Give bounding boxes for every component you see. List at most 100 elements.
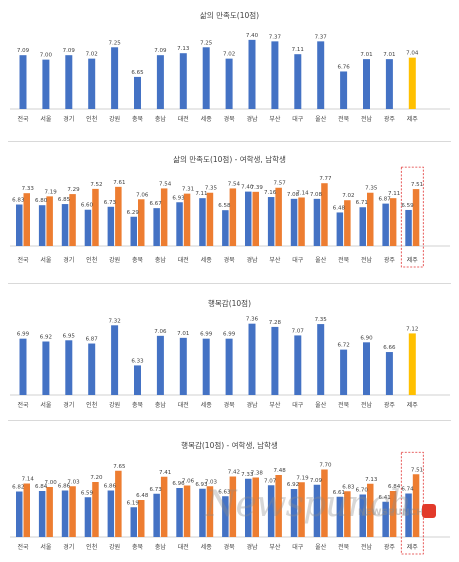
data-label: 7.09 [63,48,76,54]
data-label-female: 6.59 [401,203,414,209]
category-label: 인천 [86,115,97,123]
bar-female [199,198,206,246]
bar-male [183,485,191,537]
bar [340,71,348,109]
data-label: 7.25 [108,40,121,46]
category-label: 경남 [246,115,258,123]
data-label: 7.37 [269,34,282,40]
section-divider [8,283,451,284]
category-label: 서울 [40,256,52,264]
data-label-female: 6.63 [218,489,231,495]
data-label-female: 6.93 [172,195,185,201]
data-label-male: 7.31 [182,187,194,193]
data-label-male: 7.14 [22,477,35,483]
data-label-male: 7.03 [67,479,80,485]
category-label: 경북 [224,116,236,123]
bar-male [321,469,328,537]
category-label: 충남 [155,115,167,123]
bar-female [313,198,321,246]
data-label-male: 7.51 [411,467,423,473]
bar-male [23,193,30,246]
data-label-female: 6.74 [401,487,414,493]
data-label-female: 7.11 [195,191,207,197]
newspunch-watermark: Newspunch [205,484,412,525]
category-label: 전남 [361,115,373,123]
bar-male [160,476,168,537]
category-label: 제주 [407,256,419,264]
bar [88,58,96,109]
bar-female [16,491,23,537]
bar-female [38,205,46,246]
bar [65,55,73,109]
data-label-female: 6.48 [333,205,346,211]
data-label-male: 7.61 [113,180,125,186]
bar-male [229,188,237,246]
bar-female [176,202,183,246]
data-label-female: 6.84 [35,484,48,490]
data-label: 7.11 [292,47,304,53]
chart-title: 행복감(10점) [208,298,251,308]
data-label: 6.76 [337,64,350,70]
data-label: 7.00 [40,53,53,59]
category-label: 전북 [338,115,350,123]
category-label: 울산 [315,401,327,409]
chart-title: 행복감(10점) - 여학생, 남학생 [181,440,278,450]
bar-female [130,507,137,537]
bar [408,57,416,109]
data-label-female: 6.70 [356,488,369,494]
data-label: 7.01 [360,52,372,58]
bar-male [412,189,420,246]
bar-male [252,191,259,246]
bar-male [69,194,76,246]
bar-female [38,491,46,537]
category-label: 대전 [178,256,189,264]
bar [317,324,325,395]
data-label-male: 7.38 [251,471,264,477]
data-label: 7.28 [269,320,282,326]
data-label: 7.01 [177,331,189,337]
bar [363,59,370,109]
category-label: 서울 [40,543,52,551]
category-label: 전북 [338,256,350,264]
data-label-male: 7.19 [296,475,309,481]
data-label-male: 7.03 [205,479,218,485]
category-label: 제주 [407,401,419,409]
data-label-male: 6.83 [342,484,355,490]
bar-female [222,210,229,246]
data-label-female: 7.33 [241,472,254,478]
category-label: 세종 [201,256,213,264]
bar [294,54,302,109]
data-label-female: 7.16 [264,190,277,196]
data-label: 6.99 [200,332,213,338]
category-label: 부산 [269,543,281,551]
data-label: 7.25 [200,40,213,46]
bar [134,76,141,109]
data-label-male: 7.65 [113,464,126,470]
data-label: 6.66 [383,345,396,351]
data-label-male: 7.13 [365,477,378,483]
data-label-male: 7.35 [205,186,218,192]
data-label-male: 7.70 [319,463,332,469]
data-label: 6.99 [17,332,30,338]
bar-female [359,207,366,246]
category-label: 서울 [40,401,52,409]
data-label-male: 7.06 [182,479,195,485]
bar-male [298,197,305,246]
bar-male [344,200,351,246]
bar [385,352,393,395]
data-label-female: 7.40 [241,185,254,191]
section-divider [8,141,451,142]
bar [363,342,370,395]
category-label: 전북 [338,401,350,409]
category-label: 경북 [224,402,236,409]
category-label: 강원 [109,401,120,409]
data-label-female: 7.08 [287,192,300,198]
data-label-male: 7.06 [136,192,149,198]
bar-female [290,198,298,246]
bar-female [107,206,115,246]
category-label: 서울 [40,115,52,123]
bar-female [382,501,389,537]
data-label: 7.06 [154,329,167,335]
bar-female [153,208,160,246]
data-label-male: 7.41 [159,470,171,476]
